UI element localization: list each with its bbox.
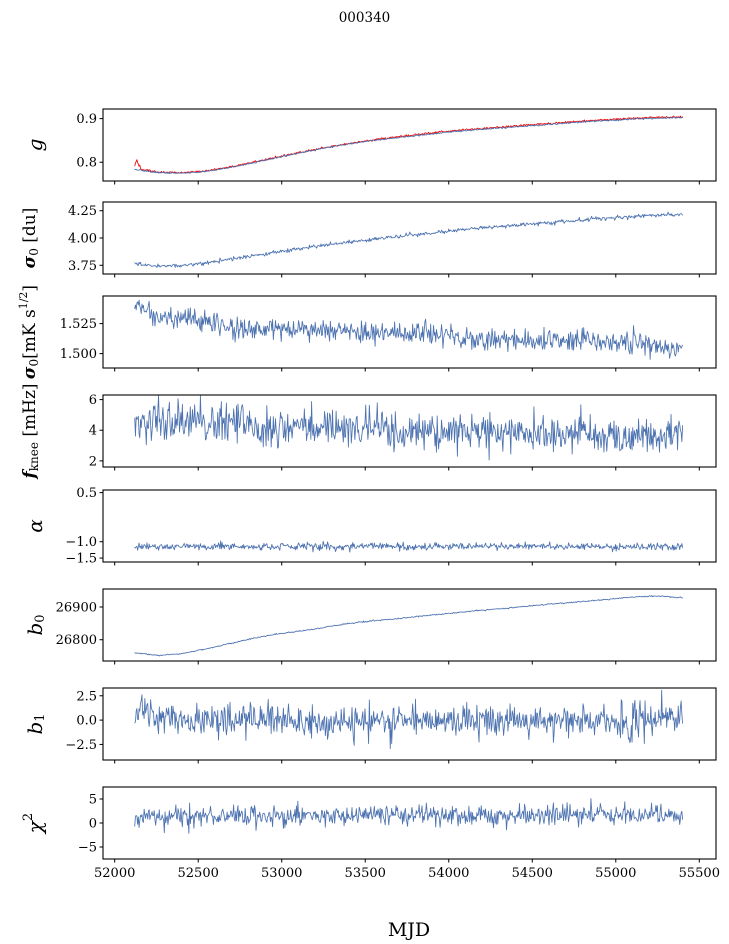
- y-axis-label-text: χ2: [21, 813, 47, 835]
- y-tick-label-gain-0: 0.8: [76, 156, 97, 171]
- y-axis-label-alpha: α: [23, 519, 47, 533]
- data-trace-gain-red: [134, 115, 684, 174]
- y-tick-label-b0-1: 26900: [56, 601, 97, 616]
- data-trace-gain-blue: [134, 116, 684, 175]
- panels-group: 0.8 0.9 g 3.75 4.00 4.25 σ0 [du] 1.500 1.525 σ0[m…: [17, 108, 720, 881]
- y-tick-label-chi2-1: 0: [89, 817, 97, 832]
- y-tick-label-b0-0: 26800: [56, 633, 97, 648]
- y-tick-label-b1-0: −2.5: [65, 738, 97, 753]
- y-tick-label-sigma0-du-0: 3.75: [68, 259, 97, 274]
- panel-fknee: 2 4 6 fknee [mHz]: [20, 383, 717, 480]
- data-trace-alpha-blue: [134, 540, 684, 553]
- panel-spines-gain: [102, 108, 717, 182]
- y-axis-label-text: b1: [23, 713, 48, 734]
- panel-spines-b1: [102, 687, 717, 761]
- panel-b1: −2.5 0.0 2.5 b1: [23, 687, 717, 764]
- y-axis-label-b0: b0: [23, 614, 48, 635]
- y-tick-label-sigma0-mk-1: 1.525: [60, 317, 97, 332]
- data-trace-chi2-blue: [134, 798, 684, 834]
- panel-chi2: −5 0 5 52000 52500 53000 53500 54000 54500 55000 5…: [21, 786, 720, 881]
- panel-background-b0: [103, 589, 716, 661]
- x-tick-label-0: 52000: [94, 866, 135, 881]
- panel-alpha: −1.5 −1.0 0.5 α: [23, 486, 717, 567]
- figure-title: 000340: [339, 10, 391, 26]
- x-axis-label: MJD: [388, 919, 430, 941]
- x-tick-label-5: 54500: [512, 866, 553, 881]
- panel-spines-fknee: [102, 394, 717, 468]
- panel-background-b1: [103, 688, 716, 760]
- y-tick-label-alpha-0: −1.5: [65, 552, 97, 567]
- panel-background-alpha: [103, 490, 716, 562]
- y-tick-label-sigma0-du-1: 4.00: [68, 232, 97, 247]
- panel-sigma0-du: 3.75 4.00 4.25 σ0 [du]: [20, 201, 717, 278]
- data-trace-fknee-blue: [134, 395, 684, 461]
- y-tick-label-fknee-0: 2: [89, 454, 97, 469]
- panel-spines-alpha: [102, 489, 717, 563]
- panel-background-sigma0-du: [103, 202, 716, 274]
- panel-background-chi2: [103, 787, 716, 859]
- data-trace-sigma0-du-blue: [134, 211, 684, 268]
- y-axis-label-chi2: χ2: [21, 813, 47, 835]
- y-axis-label-fknee: fknee [mHz]: [20, 383, 41, 479]
- panel-b0: 26800 26900 b0: [23, 588, 717, 665]
- y-axis-label-text: g: [23, 139, 47, 152]
- y-tick-label-gain-1: 0.9: [76, 112, 97, 127]
- y-tick-label-alpha-2: 0.5: [76, 486, 97, 501]
- x-tick-label-2: 53000: [261, 866, 302, 881]
- y-tick-label-chi2-0: −5: [78, 841, 97, 856]
- x-tick-label-6: 55000: [595, 866, 636, 881]
- data-trace-sigma0-mk-blue: [134, 299, 684, 360]
- panel-spines-sigma0-mk: [102, 295, 717, 369]
- y-tick-label-fknee-1: 4: [89, 424, 97, 439]
- y-axis-label-b1: b1: [23, 713, 48, 734]
- y-axis-label-sigma0-du: σ0 [du]: [20, 208, 41, 269]
- data-trace-b1-blue: [134, 689, 684, 749]
- x-tick-label-4: 54000: [428, 866, 469, 881]
- panel-spines-b0: [102, 588, 717, 662]
- y-tick-label-b1-1: 0.0: [76, 714, 97, 729]
- y-axis-label-text: fknee [mHz]: [20, 383, 41, 479]
- y-axis-label-text: α: [23, 519, 47, 533]
- y-axis-label-text: σ0[mK s1/2]: [17, 285, 41, 379]
- panel-gain: 0.8 0.9 g: [23, 108, 717, 185]
- y-axis-label-gain: g: [23, 139, 47, 152]
- y-axis-label-sigma0-mk: σ0[mK s1/2]: [17, 285, 41, 379]
- y-tick-label-alpha-1: −1.0: [65, 535, 97, 550]
- y-tick-label-b1-2: 2.5: [76, 689, 97, 704]
- x-tick-label-7: 55500: [679, 866, 720, 881]
- y-tick-label-fknee-2: 6: [89, 393, 97, 408]
- y-tick-label-chi2-2: 5: [89, 793, 97, 808]
- y-axis-label-text: b0: [23, 614, 48, 635]
- panel-sigma0-mk: 1.500 1.525 σ0[mK s1/2]: [17, 285, 717, 379]
- x-tick-label-3: 53500: [345, 866, 386, 881]
- x-tick-label-1: 52500: [178, 866, 219, 881]
- y-tick-label-sigma0-mk-0: 1.500: [60, 347, 97, 362]
- data-trace-b0-blue: [134, 595, 684, 657]
- y-axis-label-text: σ0 [du]: [20, 208, 41, 269]
- y-tick-label-sigma0-du-2: 4.25: [68, 204, 97, 219]
